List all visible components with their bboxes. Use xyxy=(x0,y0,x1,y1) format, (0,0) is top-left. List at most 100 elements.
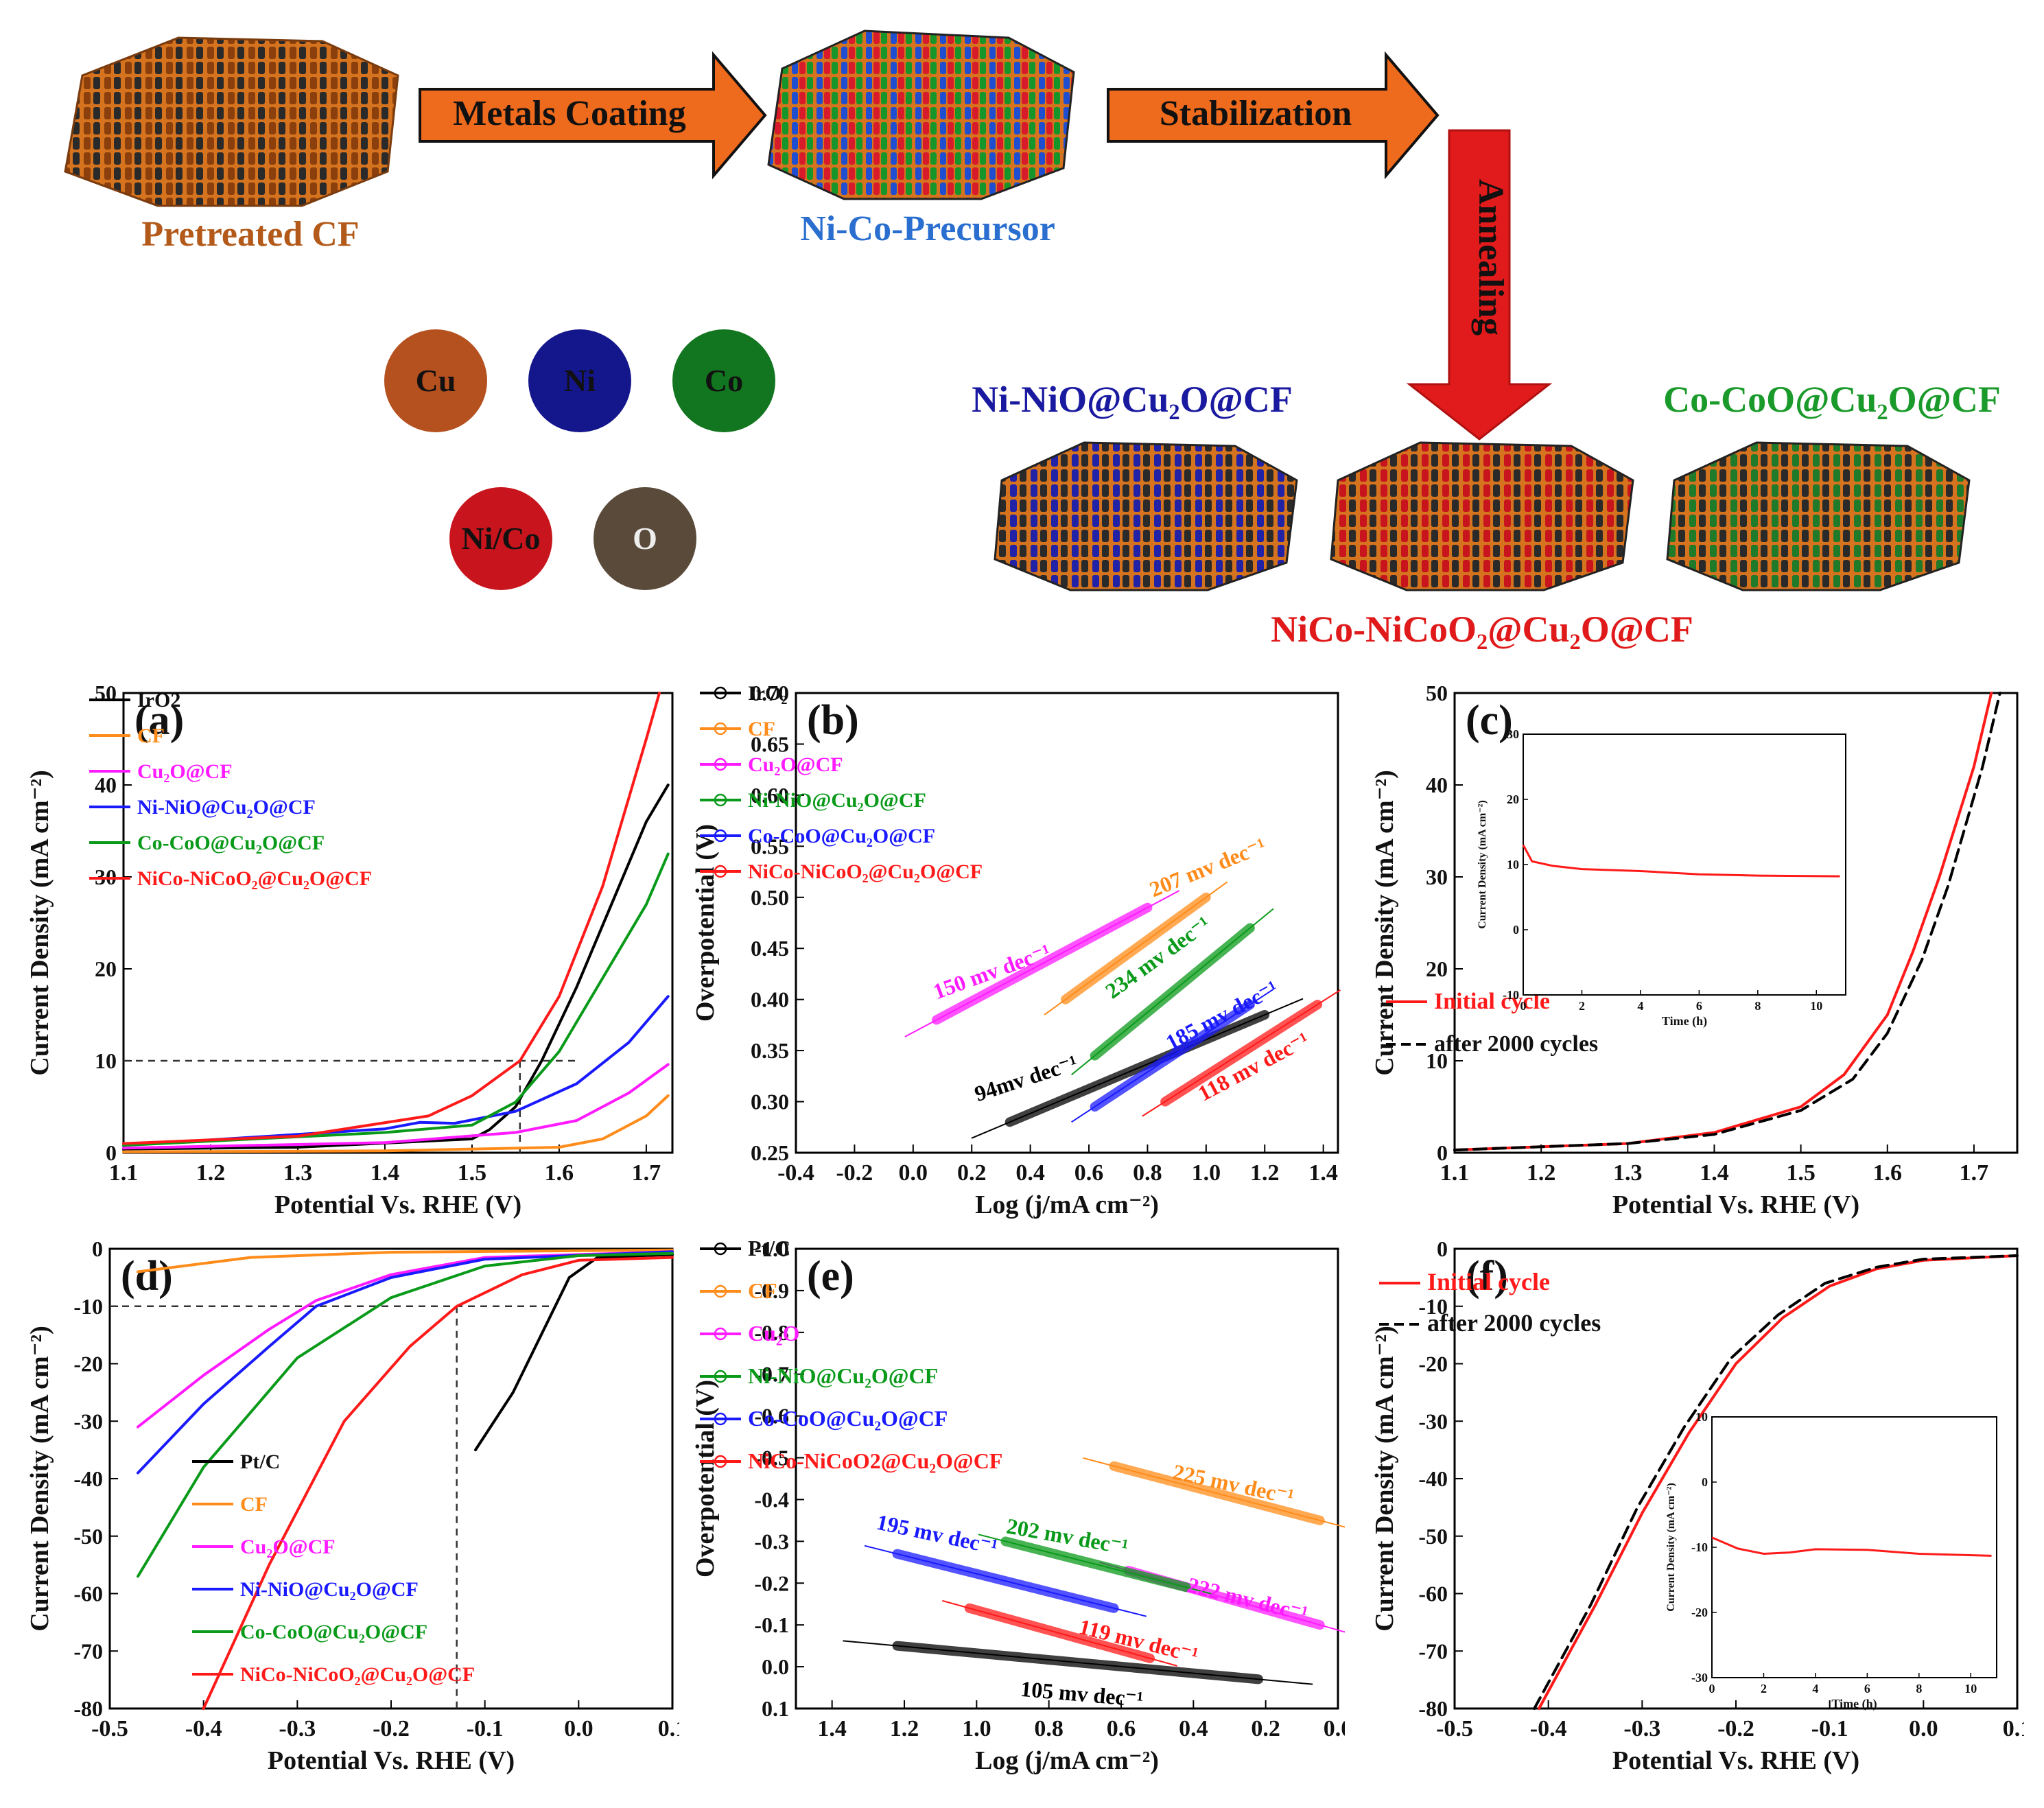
legend-label: Cu₂O@CF xyxy=(748,753,843,776)
legend-co-label: Co xyxy=(705,363,743,398)
inset-x-tick-label: 6 xyxy=(1864,1682,1870,1695)
inset-x-tick-label: 0 xyxy=(1520,999,1527,1013)
y-tick-label: -50 xyxy=(73,1524,103,1549)
panel-label: (a) xyxy=(134,697,184,744)
x-tick-label: 1.7 xyxy=(632,1160,661,1186)
inset-x-tick-label: 10 xyxy=(1964,1682,1977,1695)
inset-x-title: Time (h) xyxy=(1662,1014,1707,1029)
ni-nio-label: Ni-NiO@Cu₂O@CF xyxy=(972,379,1293,420)
metals-coating-label: Metals Coating xyxy=(453,94,685,133)
chart-panel-f: -0.5 -0.4 -0.3 -0.2 -0.1 0.0 0.1 -80 -70 -60 -50 -4… xyxy=(1370,1236,2024,1775)
legend-co-circle xyxy=(672,329,775,432)
x-tick-label: 1.4 xyxy=(1308,1160,1338,1186)
inset-series-line xyxy=(1522,844,1840,878)
fit-line-4 xyxy=(978,1534,1214,1595)
fit-line-2 xyxy=(1044,881,1228,1015)
y-tick-label: 0.0 xyxy=(762,1654,789,1679)
y-tick-label: -0.5 xyxy=(754,1446,789,1470)
x-tick-label: 1.2 xyxy=(1527,1160,1556,1186)
y-tick-label: 0.50 xyxy=(751,885,789,910)
x-tick-label: -0.5 xyxy=(1436,1716,1473,1741)
pretreated-cf-label: Pretreated CF xyxy=(141,215,359,254)
series-line-1 xyxy=(1538,1254,2019,1710)
slope-annotation: 105 mv dec⁻¹ xyxy=(1020,1676,1144,1711)
panel-label: (f) xyxy=(1466,1253,1508,1300)
stabilization-label: Stabilization xyxy=(1160,94,1352,133)
y-tick-label: 0.30 xyxy=(751,1090,789,1114)
y-tick-label: -20 xyxy=(1418,1352,1448,1376)
legend-label: CF xyxy=(748,718,775,740)
legend-label: NiCo-NiCoO2@Cu₂O@CF xyxy=(748,1448,1002,1473)
x-tick-label: 1.5 xyxy=(1786,1160,1816,1186)
fit-line-4 xyxy=(1070,908,1274,1076)
x-axis-title: Potential Vs. RHE (V) xyxy=(1612,1746,1859,1775)
x-tick-label: 1.1 xyxy=(1440,1160,1470,1186)
x-tick-label: 1.1 xyxy=(109,1160,139,1186)
y-tick-label: 0.25 xyxy=(751,1140,789,1165)
ni-co-precursor-label: Ni-Co-Precursor xyxy=(800,209,1055,248)
fit-line-5 xyxy=(864,1545,1147,1617)
inset-frame xyxy=(1711,1416,1997,1678)
inset-y-tick-label: 20 xyxy=(1507,793,1519,806)
stabilization-arrow xyxy=(1107,51,1440,180)
legend-marker xyxy=(714,722,727,736)
x-tick-label: 1.2 xyxy=(1250,1160,1280,1186)
nico-nicoo2-foam xyxy=(1330,441,1634,591)
x-tick-label: 0.0 xyxy=(1324,1716,1345,1741)
y-tick-label: -0.2 xyxy=(754,1571,789,1595)
legend-marker xyxy=(714,686,727,700)
y-tick-label: -70 xyxy=(1418,1639,1448,1663)
legend-label: Ni-NiO@Cu₂O@CF xyxy=(748,789,926,812)
inset-y-tick-label: 10 xyxy=(1507,858,1519,871)
y-axis-title: Current Density (mA cm⁻²) xyxy=(25,1326,54,1632)
legend-label: NiCo-NiCoO₂@Cu₂O@CF xyxy=(240,1663,475,1686)
y-tick-label: 0.45 xyxy=(751,936,789,961)
legend-label: Pt/C xyxy=(240,1451,280,1473)
legend-marker xyxy=(714,865,727,878)
legend-label: Ni-NiO@Cu₂O@CF xyxy=(748,1363,938,1388)
legend-label: CF xyxy=(137,725,165,747)
y-tick-label: -80 xyxy=(73,1696,103,1721)
plot-frame xyxy=(122,692,674,1154)
inset-x-tick-label: 10 xyxy=(1810,999,1822,1013)
x-tick-label: 1.7 xyxy=(1960,1160,1989,1186)
inset-x-tick-label: 4 xyxy=(1637,999,1643,1013)
legend-label: IrO₂ xyxy=(748,682,787,705)
x-tick-label: 0.2 xyxy=(957,1160,987,1186)
y-tick-label: -10 xyxy=(73,1294,103,1319)
x-tick-label: -0.2 xyxy=(836,1160,873,1186)
y-tick-label: 30 xyxy=(1426,865,1448,889)
x-tick-label: 1.0 xyxy=(962,1716,991,1741)
x-tick-label: 0.0 xyxy=(1909,1716,1938,1741)
y-tick-label: 0 xyxy=(1437,1236,1448,1261)
x-tick-label: 0.0 xyxy=(899,1160,928,1186)
y-tick-label: 0.70 xyxy=(751,681,789,705)
fit-line-5 xyxy=(1071,988,1274,1123)
slope-annotation: 222 mv dec⁻¹ xyxy=(1185,1572,1311,1625)
legend-marker xyxy=(714,1327,727,1341)
y-tick-label: 50 xyxy=(1426,681,1448,705)
x-tick-label: -0.3 xyxy=(1623,1716,1660,1741)
fit-line-6 xyxy=(942,1599,1177,1667)
y-tick-label: -50 xyxy=(1418,1524,1448,1549)
series-line-2 xyxy=(1533,1254,2019,1710)
x-tick-label: 1.5 xyxy=(458,1160,487,1186)
legend-label: Cu₂O@CF xyxy=(240,1536,336,1558)
y-axis-title: Overpotential (V) xyxy=(691,1380,720,1577)
x-tick-label: 1.6 xyxy=(545,1160,574,1186)
x-tick-label: 0.4 xyxy=(1179,1716,1208,1741)
chart-panel-e: 1.4 1.2 1.0 0.8 0.6 0.4 0.2 0.0 0.1 0.0 -0.1 -0.2 -0… xyxy=(691,1236,1345,1775)
y-axis-title: Current Density (mA cm⁻²) xyxy=(1370,1326,1399,1632)
plot-frame xyxy=(795,1247,1339,1710)
x-axis-title: Log (j/mA cm⁻²) xyxy=(975,1746,1159,1775)
y-tick-label: 0 xyxy=(1437,1140,1448,1165)
plot-frame xyxy=(795,692,1339,1154)
inset-x-tick-label: 8 xyxy=(1916,1682,1922,1695)
legend-label: NiCo-NiCoO₂@Cu₂O@CF xyxy=(748,860,983,883)
y-tick-label: 20 xyxy=(1426,956,1448,981)
x-tick-label: -0.4 xyxy=(777,1160,814,1186)
legend-marker xyxy=(714,829,727,843)
x-axis-title: Potential Vs. RHE (V) xyxy=(1612,1190,1859,1219)
series-line-2 xyxy=(122,1094,670,1153)
y-tick-label: -1.0 xyxy=(754,1236,789,1261)
